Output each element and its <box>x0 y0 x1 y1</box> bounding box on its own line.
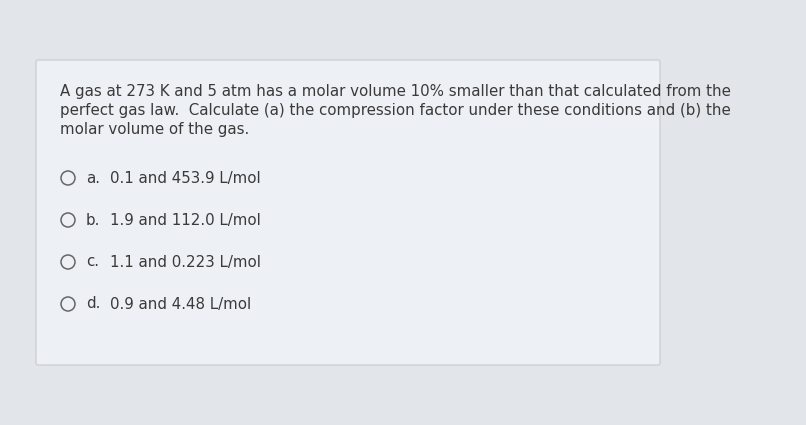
Text: c.: c. <box>86 255 99 269</box>
Text: d.: d. <box>86 297 101 312</box>
Circle shape <box>61 171 75 185</box>
Text: a.: a. <box>86 170 100 185</box>
Circle shape <box>61 297 75 311</box>
FancyBboxPatch shape <box>36 60 660 365</box>
Text: b.: b. <box>86 212 101 227</box>
Text: molar volume of the gas.: molar volume of the gas. <box>60 122 249 137</box>
Text: A gas at 273 K and 5 atm has a molar volume 10% smaller than that calculated fro: A gas at 273 K and 5 atm has a molar vol… <box>60 84 731 99</box>
Circle shape <box>61 213 75 227</box>
Text: 1.9 and 112.0 L/mol: 1.9 and 112.0 L/mol <box>110 212 261 227</box>
Text: 1.1 and 0.223 L/mol: 1.1 and 0.223 L/mol <box>110 255 261 269</box>
Text: 0.9 and 4.48 L/mol: 0.9 and 4.48 L/mol <box>110 297 251 312</box>
Text: perfect gas law.  Calculate (a) the compression factor under these conditions an: perfect gas law. Calculate (a) the compr… <box>60 103 731 118</box>
Circle shape <box>61 255 75 269</box>
Text: 0.1 and 453.9 L/mol: 0.1 and 453.9 L/mol <box>110 170 261 185</box>
